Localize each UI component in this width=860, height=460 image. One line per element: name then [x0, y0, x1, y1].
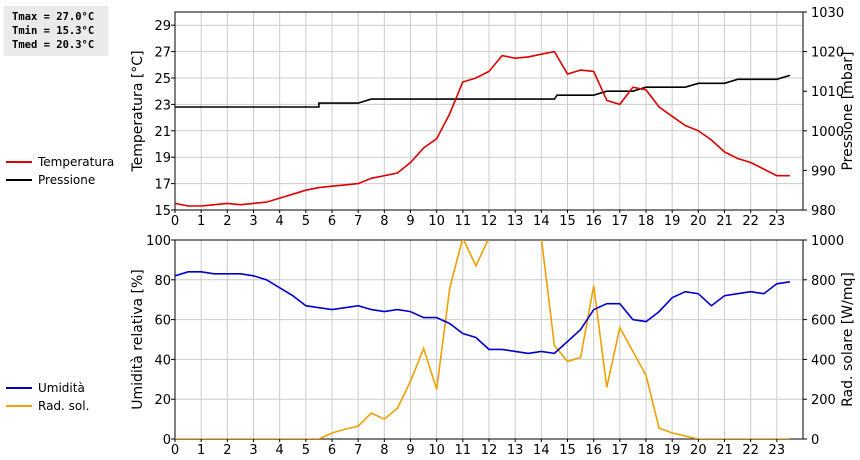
y-left-axis-label: Temperatura [°C]	[130, 50, 146, 172]
x-tick-label: 3	[249, 443, 257, 458]
x-tick-label: 15	[559, 214, 576, 229]
y-left-tick-label: 100	[146, 234, 171, 249]
x-tick-label: 12	[481, 443, 498, 458]
y-left-tick-label: 19	[154, 151, 171, 166]
x-tick-label: 13	[507, 214, 524, 229]
y-right-tick-label: 1010	[811, 85, 844, 100]
y-left-tick-label: 15	[154, 204, 171, 219]
x-tick-label: 12	[481, 214, 498, 229]
y-right-tick-label: 800	[811, 274, 836, 289]
stat-tmax: Tmax = 27.0°C	[12, 11, 95, 23]
y-right-tick-label: 990	[811, 164, 836, 179]
x-tick-label: 4	[276, 214, 284, 229]
x-tick-label: 7	[354, 214, 362, 229]
y-right-axis-label: Pressione [mbar]	[840, 51, 856, 170]
y-right-axis-label: Rad. solare [W/mq]	[840, 272, 856, 407]
x-tick-label: 20	[690, 214, 707, 229]
x-tick-label: 9	[406, 443, 414, 458]
x-tick-label: 15	[559, 443, 576, 458]
x-tick-label: 1	[197, 214, 205, 229]
x-tick-label: 2	[223, 214, 231, 229]
x-tick-label: 10	[428, 214, 445, 229]
stats-box: Tmax = 27.0°C Tmin = 15.3°C Tmed = 20.3°…	[4, 6, 108, 56]
y-left-tick-label: 40	[154, 353, 171, 368]
x-tick-label: 21	[716, 443, 733, 458]
chart-panel-1: 0 1 2 3 4 5 6 7 8 9 10 11 12 13 14 15 16 17 18 19 20 21 22 2315…	[6, 6, 856, 229]
series-line-pressione	[175, 74, 791, 108]
x-tick-label: 0	[171, 214, 179, 229]
y-right-tick-label: 980	[811, 204, 836, 219]
x-tick-label: 8	[380, 214, 388, 229]
y-left-axis-label: Umidità relativa [%]	[130, 269, 146, 410]
x-tick-label: 5	[302, 214, 310, 229]
x-tick-label: 19	[664, 214, 681, 229]
stat-tmin: Tmin = 15.3°C	[12, 25, 95, 37]
x-tick-label: 0	[171, 443, 179, 458]
x-tick-label: 13	[507, 443, 524, 458]
y-right-tick-label: 1000	[811, 234, 844, 249]
y-left-tick-label: 21	[154, 125, 171, 140]
y-right-tick-label: 400	[811, 353, 836, 368]
y-left-tick-label: 27	[154, 46, 171, 61]
x-tick-label: 18	[638, 214, 655, 229]
x-tick-label: 22	[742, 214, 759, 229]
y-left-tick-label: 60	[154, 314, 171, 329]
x-tick-label: 22	[742, 443, 759, 458]
x-tick-label: 6	[328, 443, 336, 458]
y-right-tick-label: 1030	[811, 6, 844, 21]
x-tick-label: 6	[328, 214, 336, 229]
y-left-tick-label: 80	[154, 274, 171, 289]
x-tick-label: 10	[428, 443, 445, 458]
y-right-tick-label: 600	[811, 314, 836, 329]
y-right-tick-label: 1000	[811, 125, 844, 140]
x-tick-label: 4	[276, 443, 284, 458]
x-tick-label: 11	[455, 443, 472, 458]
series-line-rad-sol-	[175, 240, 790, 439]
x-tick-label: 16	[585, 214, 602, 229]
legend-label: Temperatura	[37, 155, 114, 169]
series-line-temperatura	[175, 50, 790, 207]
y-left-tick-label: 0	[163, 433, 171, 448]
x-tick-label: 16	[585, 443, 602, 458]
y-left-tick-label: 29	[154, 19, 171, 34]
x-tick-label: 14	[533, 214, 550, 229]
y-right-tick-label: 0	[811, 433, 819, 448]
x-tick-label: 18	[638, 443, 655, 458]
x-tick-label: 20	[690, 443, 707, 458]
legend-label: Umidità	[38, 381, 85, 395]
y-right-tick-label: 1020	[811, 46, 844, 61]
x-tick-label: 19	[664, 443, 681, 458]
x-tick-label: 23	[769, 443, 786, 458]
x-tick-label: 8	[380, 443, 388, 458]
x-tick-label: 14	[533, 443, 550, 458]
y-right-tick-label: 200	[811, 393, 836, 408]
y-left-tick-label: 20	[154, 393, 171, 408]
y-left-tick-label: 23	[154, 98, 171, 113]
stat-tmed: Tmed = 20.3°C	[12, 39, 95, 51]
x-tick-label: 5	[302, 443, 310, 458]
x-tick-label: 2	[223, 443, 231, 458]
x-tick-label: 9	[406, 214, 414, 229]
x-tick-label: 23	[769, 214, 786, 229]
legend-label: Pressione	[38, 173, 95, 187]
x-tick-label: 11	[455, 214, 472, 229]
chart-panel-2: 0 1 2 3 4 5 6 7 8 9 10 11 12 13 14 15 16 17 18 19 20 21 22 2302…	[6, 234, 856, 458]
y-left-tick-label: 25	[154, 72, 171, 87]
legend-label: Rad. sol.	[38, 399, 89, 413]
x-tick-label: 3	[249, 214, 257, 229]
x-tick-label: 1	[197, 443, 205, 458]
x-tick-label: 17	[612, 443, 629, 458]
x-tick-label: 17	[612, 214, 629, 229]
x-tick-label: 7	[354, 443, 362, 458]
x-tick-label: 21	[716, 214, 733, 229]
y-left-tick-label: 17	[154, 178, 171, 193]
series-line-umidit-	[175, 270, 791, 355]
